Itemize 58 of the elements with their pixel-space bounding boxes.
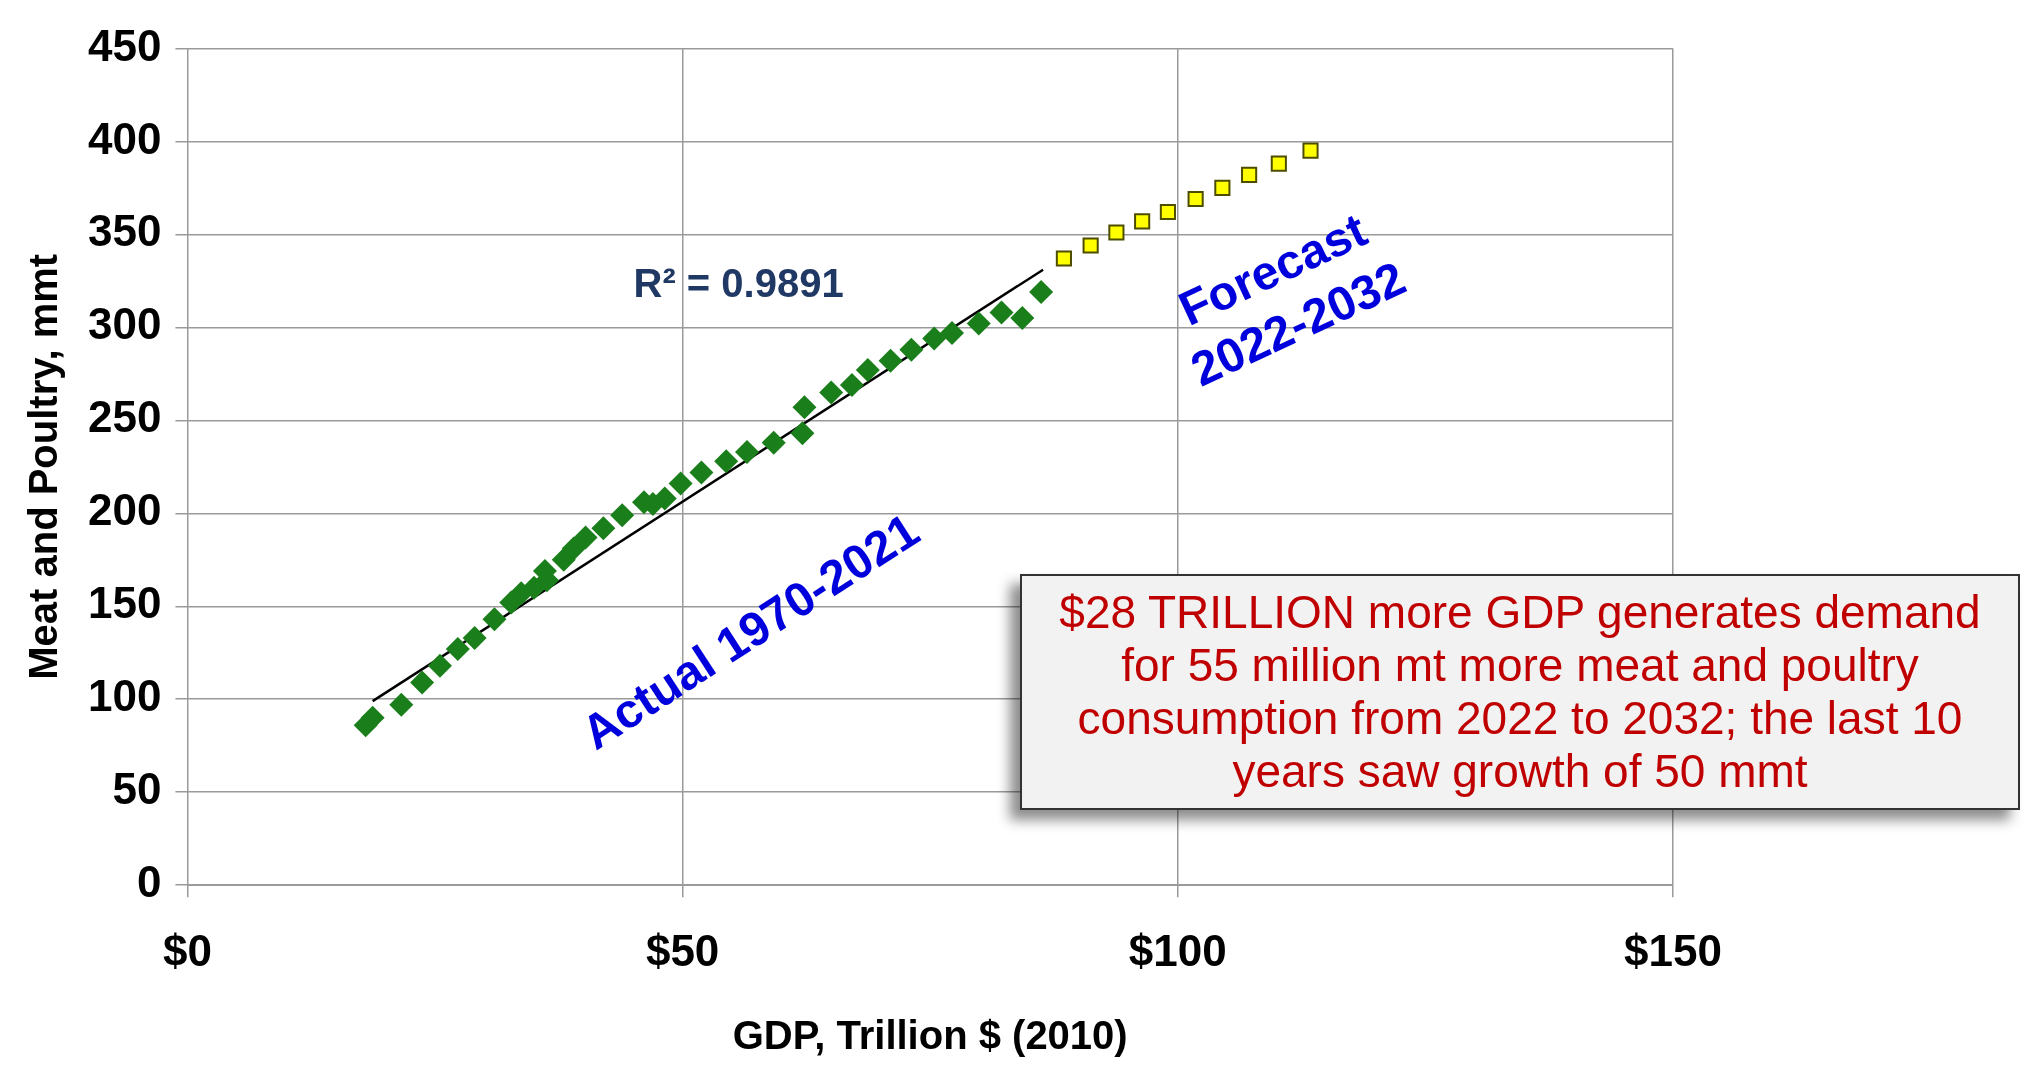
point (1302, 142, 1319, 159)
x-tick-label: $100 (1128, 925, 1227, 975)
point (1010, 306, 1035, 331)
point (360, 705, 385, 730)
x-tick-label: $0 (162, 925, 212, 975)
point (792, 395, 817, 420)
x-tick-label: $50 (645, 925, 720, 975)
point (989, 300, 1014, 325)
x-axis-title: GDP, Trillion $ (2010) (732, 1013, 1128, 1058)
y-tick-label: 250 (87, 392, 162, 442)
point (445, 637, 470, 662)
point (1187, 190, 1204, 208)
point (551, 547, 576, 572)
point (839, 372, 864, 397)
point (761, 430, 786, 455)
point (966, 311, 991, 336)
point (714, 449, 739, 474)
point (668, 471, 693, 496)
point (855, 358, 880, 383)
point (610, 503, 635, 528)
point (561, 536, 586, 561)
annotation: R² = 0.9891 (633, 261, 844, 306)
point (940, 320, 964, 345)
y-axis-title: Meat and Poultry, mmt (21, 253, 66, 680)
point (482, 607, 507, 632)
point (591, 516, 616, 541)
point (878, 348, 903, 373)
point (1270, 155, 1287, 172)
point (1082, 237, 1099, 254)
point (1108, 224, 1125, 241)
y-tick-label: 350 (87, 206, 162, 256)
point (819, 380, 844, 405)
y-tick-label: 150 (87, 578, 162, 628)
point (899, 337, 924, 362)
y-tick-label: 0 (136, 857, 162, 907)
y-tick-label: 300 (87, 299, 162, 349)
point (790, 421, 815, 446)
point (1241, 166, 1258, 183)
point (1159, 203, 1176, 221)
point (1055, 250, 1072, 267)
point (922, 326, 947, 351)
point (734, 439, 759, 464)
y-tick-label: 200 (87, 485, 162, 535)
y-tick-label: 50 (112, 764, 162, 814)
point (427, 653, 452, 678)
point (1029, 280, 1054, 304)
y-tick-label: 400 (87, 113, 162, 163)
point (573, 525, 598, 550)
x-tick-label: $150 (1624, 925, 1722, 975)
point (1134, 213, 1151, 230)
y-tick-label: 450 (87, 20, 162, 70)
point (410, 670, 435, 695)
point (689, 460, 714, 485)
point (389, 692, 414, 717)
callout-box: $28 TRILLION more GDP generates demand for 55 million mt more meat and poultry consumption from 2022 to 2032; the last 10 years saw growth of 50 mmt (1020, 574, 2020, 810)
y-tick-label: 100 (87, 671, 162, 721)
point (1214, 179, 1231, 196)
point (462, 625, 487, 650)
